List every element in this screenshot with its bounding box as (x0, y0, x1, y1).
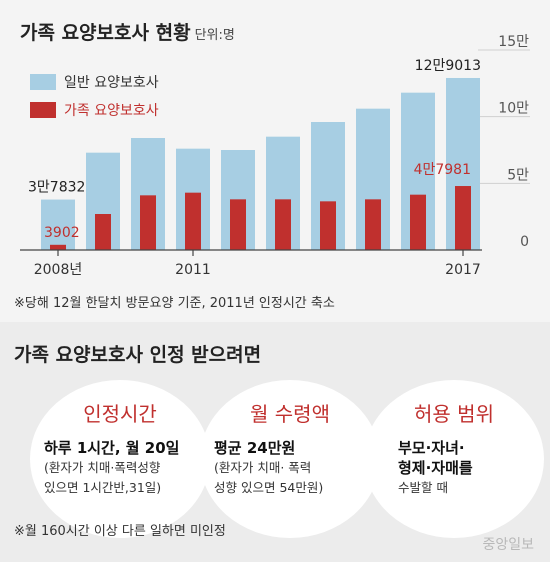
card-main-text: 하루 1시간, 월 20일 (44, 439, 180, 457)
chart-footnote: ※당해 12월 한달치 방문요양 기준, 2011년 인정시간 축소 (14, 296, 335, 311)
requirements-panel: 가족 요양보호사 인정 받으려면 인정시간 하루 1시간, 월 20일 (환자가… (0, 322, 550, 562)
card-body: 하루 1시간, 월 20일 (환자가 치매·폭력성향 있으면 1시간반,31일) (44, 438, 179, 498)
card-monthly-pay: 월 수령액 평균 24만원 (환자가 치매· 폭력 성향 있으면 54만원) (200, 380, 380, 538)
bar-family (95, 214, 111, 250)
card-detail-line: (환자가 치매·폭력성향 (44, 460, 161, 475)
card-allowed-scope: 허용 범위 부모·자녀· 형제·자매를 수발할 때 (364, 380, 544, 538)
bar-family (185, 192, 201, 250)
bar-family (230, 199, 246, 250)
x-tick-label: 2008년 (34, 262, 83, 278)
legend-label-general: 일반 요양보호사 (64, 75, 159, 91)
card-body: 부모·자녀· 형제·자매를 수발할 때 (398, 438, 473, 498)
card-detail-line: 성향 있으면 54만원) (214, 480, 324, 495)
card-heading: 인정시간 (83, 402, 157, 426)
chart-panel: 가족 요양보호사 현황 단위:명 0 5만 10만 15만 2008년 2011 2017 3만… (0, 0, 550, 322)
legend-item-family: 가족 요양보호사 (30, 100, 159, 120)
chart-title-text: 가족 요양보호사 현황 (20, 22, 191, 44)
publisher-watermark: 중앙일보 (482, 537, 534, 553)
bar-family (275, 199, 291, 250)
card-recognized-hours: 인정시간 하루 1시간, 월 20일 (환자가 치매·폭력성향 있으면 1시간반… (30, 380, 210, 538)
y-tick-label: 10만 (498, 101, 529, 117)
card-detail-line: 있으면 1시간반,31일) (44, 480, 162, 495)
card-main-text: 평균 24만원 (214, 439, 296, 457)
bar-general (41, 199, 75, 250)
legend-label-family: 가족 요양보호사 (64, 103, 159, 119)
requirements-footnote: ※월 160시간 이상 다른 일하면 미인정 (14, 524, 226, 539)
bar-family (410, 194, 426, 250)
data-label: 12만9013 (415, 58, 481, 74)
x-tick-label: 2017 (445, 262, 481, 278)
y-tick-label: 5만 (507, 167, 529, 183)
bar-family (455, 186, 471, 250)
chart-title: 가족 요양보호사 현황 단위:명 (20, 18, 235, 45)
card-detail-line: 수발할 때 (398, 480, 448, 495)
card-main-text: 부모·자녀· (398, 439, 465, 457)
legend-swatch-family (30, 102, 56, 118)
y-tick-label: 0 (520, 234, 529, 250)
card-main-text: 형제·자매를 (398, 459, 473, 477)
card-heading: 허용 범위 (414, 402, 494, 426)
bar-family (320, 201, 336, 250)
card-body: 평균 24만원 (환자가 치매· 폭력 성향 있으면 54만원) (214, 438, 323, 498)
requirements-title: 가족 요양보호사 인정 받으려면 (14, 344, 262, 366)
bar-family (140, 195, 156, 250)
x-tick-label: 2011 (175, 262, 211, 278)
chart-unit: 단위:명 (194, 28, 235, 43)
y-tick-label: 15만 (498, 34, 529, 50)
card-heading: 월 수령액 (250, 402, 330, 426)
data-label: 3만7832 (28, 180, 85, 196)
data-label: 3902 (44, 225, 80, 241)
bar-family (365, 199, 381, 250)
legend-item-general: 일반 요양보호사 (30, 72, 159, 92)
card-detail-line: (환자가 치매· 폭력 (214, 460, 312, 475)
bar-chart: 0 5만 10만 15만 2008년 2011 2017 3만7832 3902 12만9013 4… (20, 34, 530, 278)
bar-family (50, 244, 66, 250)
data-label: 4만7981 (414, 162, 471, 178)
legend-swatch-general (30, 74, 56, 90)
